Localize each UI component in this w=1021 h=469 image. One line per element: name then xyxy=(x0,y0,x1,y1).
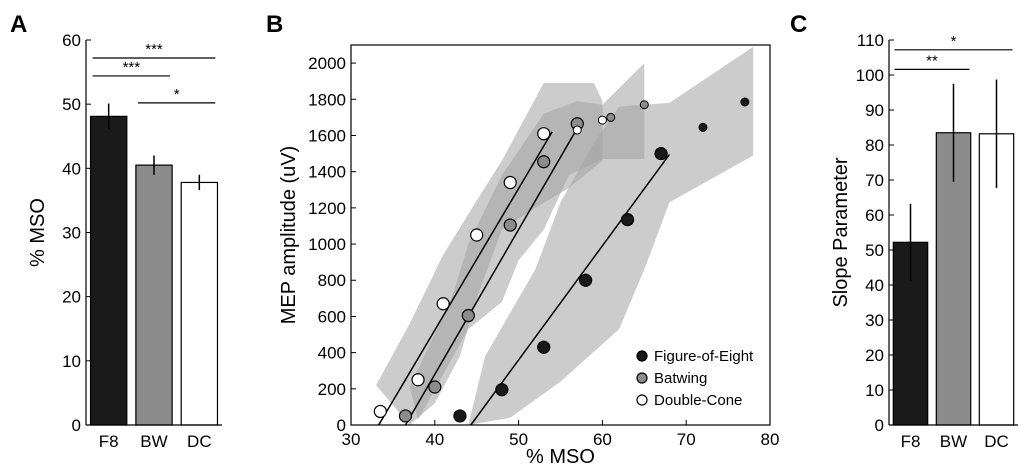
fit-line-batwing xyxy=(404,127,578,425)
y-tick-label: 50 xyxy=(62,95,81,114)
data-point-batwing xyxy=(503,218,517,232)
x-tick-label: F8 xyxy=(901,432,921,451)
y-tick-label: 1000 xyxy=(308,235,346,254)
data-point-double-cone xyxy=(537,127,551,141)
x-tick-label: DC xyxy=(187,432,212,451)
y-axis-label: MEP amplitude (uV) xyxy=(278,146,300,325)
band-double-cone xyxy=(376,83,603,425)
bar-f8 xyxy=(89,115,128,426)
bar-dc xyxy=(180,181,219,426)
y-tick-label: 50 xyxy=(865,241,884,260)
y-axis-label: Slope Parameter xyxy=(830,157,852,307)
panel-c-bar-chart: F8 BW DC 0 10 20 30 40 50 60 70 80 90 100 110 Slope Par… xyxy=(830,31,1018,451)
y-tick-label: 40 xyxy=(62,159,81,178)
data-point-figure-of-eight xyxy=(495,383,509,397)
extra-point-double-cone xyxy=(597,115,607,125)
y-tick-label: 60 xyxy=(865,206,884,225)
x-tick-label: BW xyxy=(940,432,967,451)
legend-label: Batwing xyxy=(654,370,707,387)
data-point-figure-of-eight xyxy=(453,409,467,423)
data-point-batwing xyxy=(537,155,551,169)
x-tick-label: 50 xyxy=(509,430,528,449)
extra-point-double-cone xyxy=(572,125,582,135)
x-tick-label: BW xyxy=(140,432,167,451)
extra-point-batwing xyxy=(606,112,616,122)
x-tick-label: 30 xyxy=(342,430,361,449)
y-tick-label: 0 xyxy=(72,416,81,435)
y-tick-label: 30 xyxy=(62,224,81,243)
legend-marker xyxy=(636,372,648,384)
legend-marker xyxy=(636,394,648,406)
y-tick-label: 40 xyxy=(865,276,884,295)
data-point-figure-of-eight xyxy=(579,273,593,287)
data-point-figure-of-eight xyxy=(654,146,668,161)
y-tick-label: 80 xyxy=(865,136,884,155)
panel-label-b: B xyxy=(266,11,283,38)
y-tick-label: 800 xyxy=(318,271,346,290)
data-point-batwing xyxy=(461,308,475,323)
y-axis-label: % MSO xyxy=(27,198,49,267)
y-tick-label: 1200 xyxy=(308,199,346,218)
data-point-figure-of-eight xyxy=(537,340,551,354)
y-tick-label: 400 xyxy=(318,344,346,363)
panel-b-scatter-chart: 30 40 50 60 70 800200400600800100012001400160… xyxy=(278,44,780,468)
fit-lines xyxy=(378,127,671,425)
significance-stars: *** xyxy=(123,59,141,76)
extra-point-batwing xyxy=(639,100,649,110)
legend: Figure-of-Eight Batwing Double-Cone xyxy=(629,339,766,413)
panel-label-c: C xyxy=(790,11,807,38)
x-tick-label: 70 xyxy=(677,430,696,449)
panel-label-a: A xyxy=(10,11,27,38)
y-tick-label: 90 xyxy=(865,101,884,120)
x-tick-label: 60 xyxy=(593,430,612,449)
x-axis-label: % MSO xyxy=(526,446,595,468)
bar-bw xyxy=(135,164,173,426)
y-tick-label: 10 xyxy=(865,381,884,400)
y-tick-label: 100 xyxy=(856,66,884,85)
y-tick-label: 30 xyxy=(865,311,884,330)
x-tick-label: 40 xyxy=(425,430,444,449)
data-point-double-cone xyxy=(411,373,425,387)
y-tick-label: 10 xyxy=(62,352,81,371)
significance-stars: * xyxy=(951,33,957,50)
y-tick-label: 1400 xyxy=(308,163,346,182)
significance-stars: ** xyxy=(926,52,938,69)
y-tick-label: 2000 xyxy=(308,54,346,73)
y-tick-label: 0 xyxy=(337,416,346,435)
data-point-figure-of-eight xyxy=(620,213,635,227)
y-tick-label: 1800 xyxy=(308,90,346,109)
y-tick-label: 1600 xyxy=(308,126,346,145)
significance-stars: * xyxy=(174,86,180,103)
y-tick-label: 200 xyxy=(318,380,346,399)
plot-frame xyxy=(350,44,771,426)
legend-label: Double-Cone xyxy=(654,392,742,409)
x-tick-label: DC xyxy=(984,432,1009,451)
y-tick-label: 70 xyxy=(865,171,884,190)
x-tick-label: F8 xyxy=(99,432,119,451)
data-point-double-cone xyxy=(503,175,517,190)
y-tick-label: 110 xyxy=(857,31,884,50)
y-tick-label: 0 xyxy=(875,416,884,435)
legend-label: Figure-of-Eight xyxy=(654,348,754,365)
y-tick-label: 60 xyxy=(62,31,81,50)
data-point-batwing xyxy=(428,380,442,394)
data-point-double-cone xyxy=(373,404,387,419)
legend-marker xyxy=(636,350,648,362)
extra-point-figure-of-eight xyxy=(698,122,708,132)
legend-box xyxy=(629,339,766,413)
extra-point-figure-of-eight xyxy=(740,97,750,107)
data-point-double-cone xyxy=(470,228,484,242)
data-point-double-cone xyxy=(436,297,450,311)
significance-stars: *** xyxy=(145,41,163,58)
data-point-batwing xyxy=(398,409,413,423)
y-tick-label: 20 xyxy=(865,346,884,365)
x-tick-label: 80 xyxy=(761,430,780,449)
y-tick-label: 20 xyxy=(62,288,81,307)
fit-line-double-cone xyxy=(378,131,553,425)
fit-line-figure-of-eight xyxy=(470,154,671,425)
y-tick-label: 600 xyxy=(318,307,346,326)
